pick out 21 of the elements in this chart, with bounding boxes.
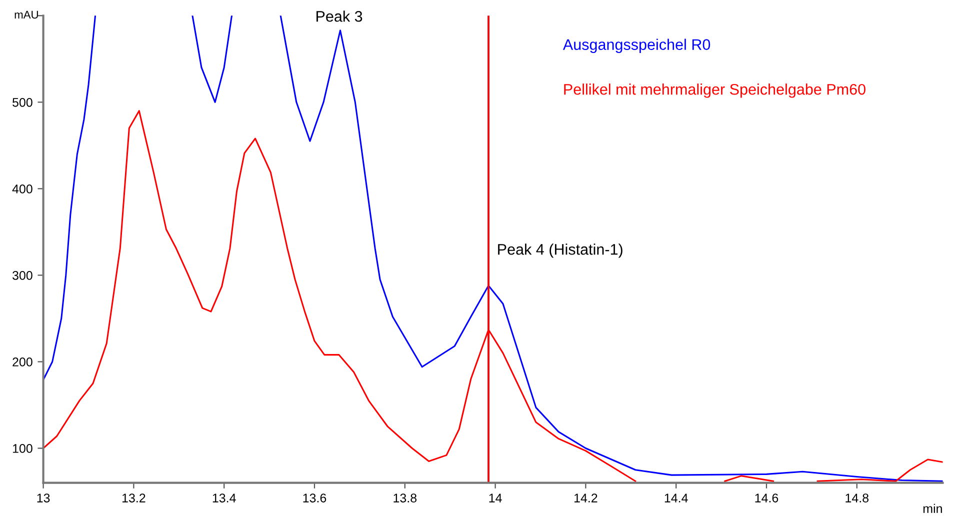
y-tick-label: 400 [12, 184, 32, 194]
annotation: Peak 4 (Histatin-1) [498, 244, 622, 258]
x-tick-label: 14.6 [755, 494, 778, 502]
x-tick-label: 13.4 [212, 494, 236, 502]
x-tick-label: 14.4 [664, 494, 688, 502]
y-tick-label: 300 [12, 271, 32, 280]
x-tick-label: 14.2 [574, 494, 598, 502]
x-axis-title: min [923, 504, 942, 513]
x-tick-label: 14.8 [846, 494, 869, 502]
x-tick-label: 13.8 [394, 494, 417, 502]
x-tick-label: 14 [489, 494, 502, 502]
x-tick-label: 13.6 [303, 494, 326, 502]
x-tick-label: 13.2 [122, 494, 146, 502]
text: Ausgangsspeichel R0 [562, 38, 710, 53]
y-tick-label: 500 [12, 98, 32, 107]
y-tick-label: 100 [12, 444, 32, 453]
text: Pellikel mit mehrmaliger Speichelgabe Pm60 [564, 84, 866, 98]
x-tick-label: 13 [37, 494, 50, 502]
y-tick-label: 200 [12, 358, 32, 366]
annotation: Peak 3 [316, 10, 362, 22]
y-axis-title: mAU [14, 10, 38, 19]
